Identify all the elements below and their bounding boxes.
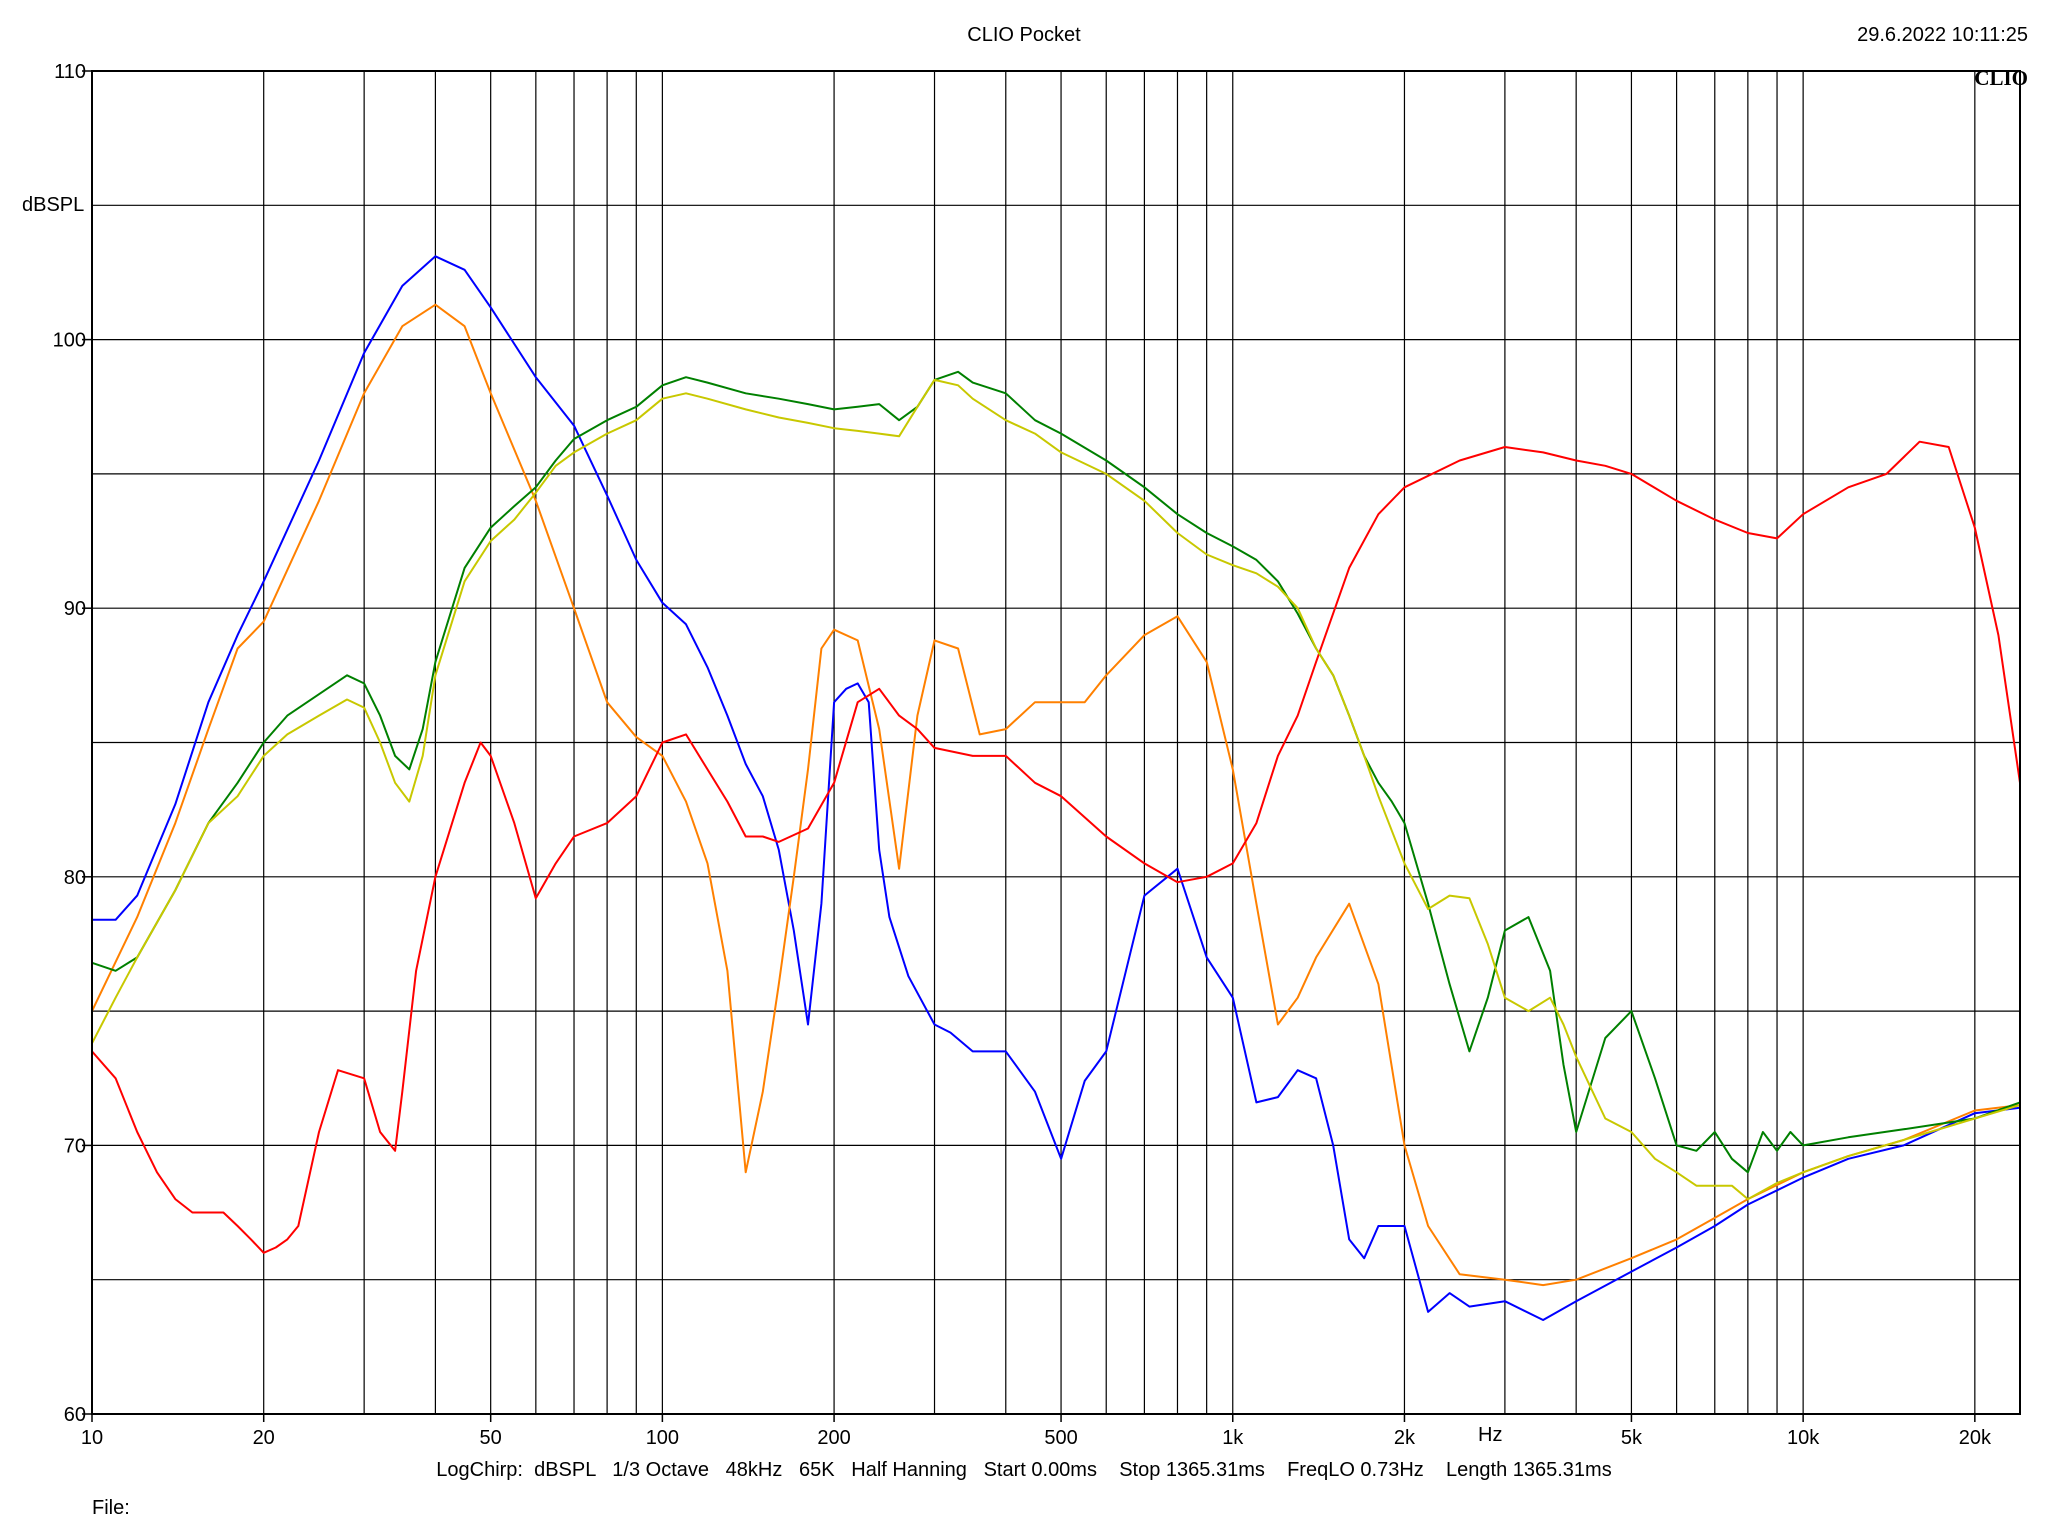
y-axis-label: dBSPL [22,194,85,216]
file-label: File: [92,1497,130,1519]
x-axis-label: Hz [1478,1424,1503,1446]
y-tick-label: 60 [64,1404,86,1426]
y-tick-label: 90 [64,598,86,620]
series-line-5 [91,378,2021,1201]
y-tick-label: 70 [64,1135,86,1157]
x-tick-label: 2k [1394,1427,1416,1449]
y-tick-labels: 60 70 80 90 100 110 [53,61,92,1426]
clio-logo: CLIO [1974,66,2028,90]
x-tick-label: 10 [81,1427,103,1449]
chart-title: CLIO Pocket [967,24,1081,46]
series-line-3 [91,440,2021,1254]
x-tick-label: 100 [646,1427,679,1449]
grid [92,71,2020,1414]
x-tick-label: 20 [253,1427,275,1449]
x-tick-label: 5k [1621,1427,1643,1449]
timestamp: 29.6.2022 10:11:25 [1857,24,2028,46]
x-tick-label: 200 [817,1427,850,1449]
series-layer [91,255,2021,1321]
series-line-1 [91,255,2021,1321]
y-tick-label: 110 [54,61,86,83]
series-line-4 [91,370,2021,1174]
x-tick-label: 1k [1222,1427,1244,1449]
x-tick-label: 20k [1959,1427,1992,1449]
y-tick-label: 100 [53,330,86,352]
x-tick-label: 10k [1787,1427,1820,1449]
y-tick-label: 80 [64,867,86,889]
series-line-2 [91,303,2021,1287]
x-tick-label: 500 [1044,1427,1077,1449]
x-tick-label: 50 [480,1427,502,1449]
measurement-settings: LogChirp: dBSPL 1/3 Octave 48kHz 65K Hal… [436,1459,1612,1481]
x-tick-labels: 10 20 50 100 200 500 1k 2k 5k 10k 20k [81,1414,1992,1449]
plot-border [91,70,2021,1415]
